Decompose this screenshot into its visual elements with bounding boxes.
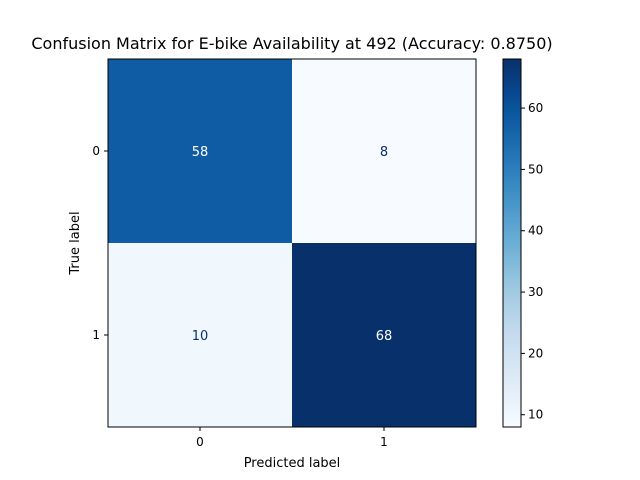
colorbar: 10 20 30 40 50 60	[502, 58, 543, 428]
colorbar-ticks: 10 20 30 40 50 60	[521, 101, 543, 422]
colorbar-tick-label: 10	[528, 408, 543, 422]
y-tick-label: 0	[92, 144, 100, 158]
plot-frame	[107, 58, 477, 428]
x-tick-label: 1	[380, 435, 388, 449]
colorbar-tick-label: 30	[528, 285, 543, 299]
colorbar-tick-label: 50	[528, 162, 543, 176]
cell-value-1-0: 10	[192, 329, 209, 344]
cell-value-0-1: 8	[380, 145, 388, 160]
heatmap-cell-0-0	[108, 59, 292, 243]
colorbar-tick-label: 20	[528, 346, 543, 360]
colorbar-tick-label: 40	[528, 224, 543, 238]
y-axis-ticks: 01	[92, 144, 108, 342]
chart-title: Confusion Matrix for E-bike Availability…	[31, 34, 552, 53]
cell-value-1-1: 68	[376, 329, 393, 344]
heatmap-cell-1-0	[108, 243, 292, 427]
x-tick-label: 0	[196, 435, 204, 449]
heatmap-cells	[108, 59, 476, 427]
cell-value-0-0: 58	[192, 145, 209, 160]
colorbar-tick-label: 60	[528, 101, 543, 115]
cell-value-labels: 58 8 10 68	[192, 145, 393, 344]
colorbar-gradient	[502, 58, 522, 428]
y-axis-label: True label	[68, 211, 83, 275]
y-tick-label: 1	[92, 328, 100, 342]
heatmap-cell-1-1	[292, 243, 476, 427]
heatmap-cell-0-1	[292, 59, 476, 243]
x-axis-label: Predicted label	[244, 456, 341, 471]
